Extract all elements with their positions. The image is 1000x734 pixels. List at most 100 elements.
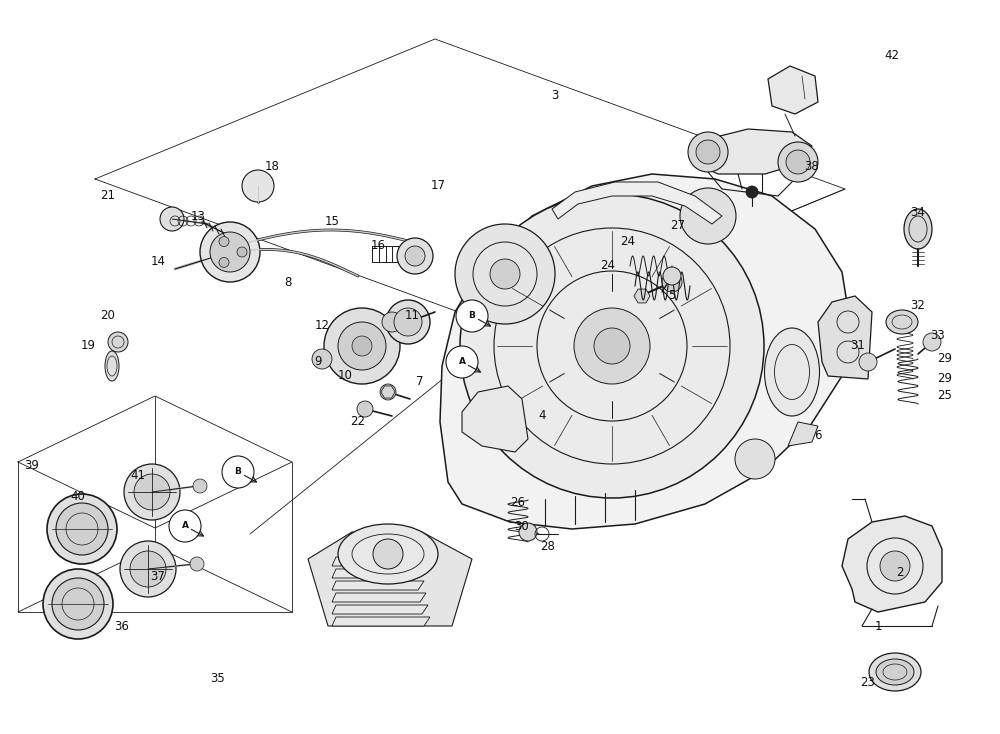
Circle shape [124,464,180,520]
Ellipse shape [876,659,914,685]
Text: 10: 10 [338,369,352,382]
Text: 38: 38 [805,159,819,172]
Circle shape [312,349,332,369]
Text: 36: 36 [115,619,129,633]
Polygon shape [788,422,818,446]
Ellipse shape [904,209,932,249]
Text: 18: 18 [265,159,279,172]
Polygon shape [552,182,722,224]
Circle shape [222,456,254,488]
Polygon shape [332,557,420,566]
Circle shape [190,557,204,571]
Text: 19: 19 [80,340,96,352]
Circle shape [696,140,720,164]
Circle shape [456,300,488,332]
Text: 41: 41 [130,470,146,482]
Text: 15: 15 [325,216,339,228]
Ellipse shape [886,310,918,334]
Circle shape [324,308,400,384]
Text: 34: 34 [911,206,925,219]
Polygon shape [440,174,850,529]
Ellipse shape [105,351,119,381]
Circle shape [160,207,184,231]
Polygon shape [332,605,428,614]
Circle shape [746,186,758,198]
Text: 35: 35 [211,672,225,686]
Polygon shape [332,593,426,602]
Circle shape [352,336,372,356]
Text: A: A [182,521,188,531]
Circle shape [52,578,104,630]
Text: 11: 11 [404,310,420,322]
Circle shape [219,236,229,247]
Text: 17: 17 [430,180,446,192]
Text: 12: 12 [314,319,330,333]
Circle shape [735,439,775,479]
Circle shape [380,384,396,400]
Circle shape [210,232,250,272]
Text: 9: 9 [314,355,322,368]
Polygon shape [462,386,528,452]
Polygon shape [842,516,942,612]
Text: 39: 39 [25,459,39,473]
Text: 24: 24 [620,236,636,249]
Text: 30: 30 [515,520,529,532]
Circle shape [47,494,117,564]
Circle shape [663,267,681,285]
Circle shape [382,312,402,332]
Circle shape [880,551,910,581]
Circle shape [386,300,430,344]
Circle shape [405,246,425,266]
Polygon shape [634,289,650,303]
Text: 32: 32 [911,299,925,313]
Text: 8: 8 [284,275,292,288]
Text: 4: 4 [538,410,546,423]
Text: B: B [469,311,475,321]
Circle shape [680,188,736,244]
Text: 42: 42 [885,49,900,62]
Text: 28: 28 [541,539,555,553]
Circle shape [490,259,520,289]
Text: 16: 16 [370,239,386,252]
Polygon shape [381,386,395,398]
Circle shape [56,503,108,555]
Text: 14: 14 [150,255,166,269]
Circle shape [357,401,373,417]
Text: 22: 22 [351,415,366,429]
Circle shape [338,322,386,370]
Circle shape [446,346,478,378]
Text: 26: 26 [511,495,526,509]
Circle shape [688,132,728,172]
Polygon shape [308,532,472,626]
Circle shape [574,308,650,384]
Circle shape [242,170,274,202]
Text: 5: 5 [668,289,676,302]
Polygon shape [332,617,430,626]
Circle shape [859,353,877,371]
Circle shape [460,194,764,498]
Text: B: B [235,468,241,476]
Circle shape [519,523,537,541]
Ellipse shape [869,653,921,691]
Text: 3: 3 [551,90,559,103]
Ellipse shape [765,328,820,416]
Text: 29: 29 [937,352,952,366]
Circle shape [219,258,229,267]
Text: 25: 25 [938,390,952,402]
Circle shape [200,222,260,282]
Circle shape [134,474,170,510]
Circle shape [130,551,166,587]
Circle shape [373,539,403,569]
Circle shape [594,328,630,364]
Circle shape [778,142,818,182]
Text: 20: 20 [101,310,115,322]
Text: 24: 24 [600,260,616,272]
Circle shape [120,541,176,597]
Circle shape [786,150,810,174]
Circle shape [193,479,207,493]
Ellipse shape [338,524,438,584]
Text: 2: 2 [896,565,904,578]
Polygon shape [818,296,872,379]
Text: 21: 21 [100,189,116,203]
Circle shape [455,224,555,324]
